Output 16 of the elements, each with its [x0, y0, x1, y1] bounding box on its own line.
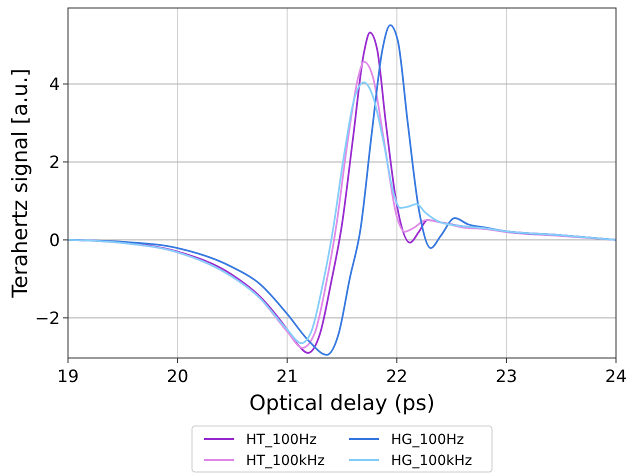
x-tick-label: 20 [166, 367, 188, 387]
y-tick-label: 0 [49, 230, 60, 251]
y-axis-title: Terahertz signal [a.u.] [8, 68, 32, 299]
legend-label: HG_100Hz [391, 432, 464, 448]
y-tick-label: −2 [34, 308, 60, 329]
x-axis-title: Optical delay (ps) [249, 391, 435, 415]
legend-label: HT_100Hz [246, 432, 317, 448]
x-tick-label: 23 [496, 367, 518, 387]
y-tick-label: 4 [49, 75, 60, 95]
x-tick-label: 22 [386, 367, 408, 387]
x-tick-label: 19 [57, 367, 79, 387]
y-tick-label: 2 [49, 152, 60, 173]
legend-label: HG_100kHz [391, 453, 472, 469]
legend-label: HT_100kHz [246, 453, 325, 469]
x-tick-label: 21 [276, 367, 298, 387]
x-tick-label: 24 [605, 367, 627, 387]
